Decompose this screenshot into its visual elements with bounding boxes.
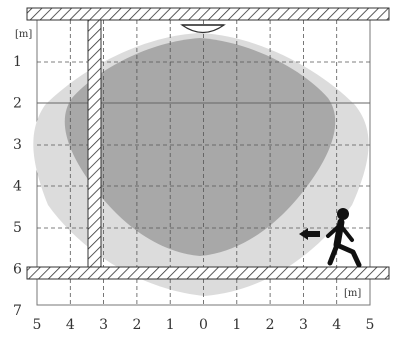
floor — [26, 266, 390, 280]
y-tick-label: 6 — [13, 262, 22, 278]
approach-arrow-icon — [299, 228, 320, 240]
y-tick-label: 2 — [13, 96, 22, 112]
grid-lines — [37, 20, 370, 305]
x-tick-label: 2 — [266, 317, 275, 333]
x-tick-label: 3 — [99, 317, 108, 333]
y-tick-label: 1 — [13, 54, 22, 70]
ceiling-sensor-icon — [180, 24, 226, 34]
y-tick-labels: 1 2 3 4 5 6 7 — [13, 54, 22, 319]
x-tick-labels: 5 4 3 2 1 0 1 2 3 4 5 — [33, 317, 375, 333]
y-tick-label: 7 — [13, 303, 22, 319]
x-tick-label: 2 — [132, 317, 141, 333]
x-tick-label: 0 — [199, 317, 208, 333]
x-tick-label: 1 — [166, 317, 175, 333]
wall — [87, 19, 102, 268]
x-tick-label: 3 — [299, 317, 308, 333]
y-tick-label: 5 — [13, 220, 22, 236]
ceiling — [26, 7, 390, 21]
y-unit-label: [m] — [15, 29, 32, 40]
walking-person-icon — [326, 208, 362, 268]
inner-detection-zone — [64, 38, 336, 256]
y-tick-label: 4 — [13, 179, 22, 195]
x-tick-label: 1 — [232, 317, 241, 333]
x-tick-label: 4 — [332, 317, 341, 333]
x-tick-label: 5 — [33, 317, 42, 333]
y-tick-label: 3 — [13, 137, 22, 153]
x-unit-label: [m] — [344, 288, 361, 299]
x-tick-label: 4 — [66, 317, 75, 333]
x-tick-label: 5 — [366, 317, 375, 333]
